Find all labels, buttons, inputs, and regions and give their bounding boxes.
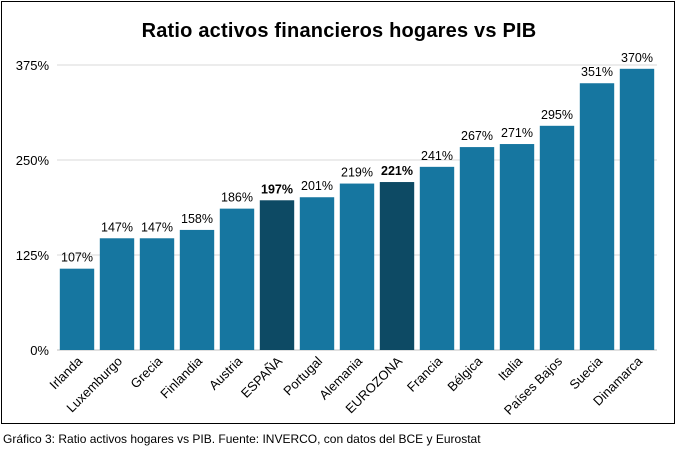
- chart-title: Ratio activos financieros hogares vs PIB: [141, 20, 537, 42]
- bar-eurozona: [379, 182, 415, 350]
- value-label: 158%: [181, 212, 213, 226]
- bar-irlanda: [59, 268, 95, 350]
- y-tick-label: 375%: [16, 58, 50, 73]
- value-label: 267%: [461, 129, 493, 143]
- value-label: 351%: [581, 65, 613, 79]
- bar-bélgica: [459, 147, 495, 350]
- figure-caption: Gráfico 3: Ratio activos hogares vs PIB.…: [3, 432, 481, 446]
- value-label: 197%: [261, 182, 293, 196]
- value-label: 186%: [221, 191, 253, 205]
- value-label: 107%: [61, 251, 93, 265]
- value-label: 221%: [381, 164, 413, 178]
- y-axis-ticks: 0% 125% 250% 375%: [16, 58, 50, 358]
- bar-españa: [259, 200, 295, 350]
- bar-países-bajos: [539, 125, 575, 350]
- bar-suecia: [579, 83, 615, 351]
- bar-alemania: [339, 183, 375, 350]
- bar-finlandia: [179, 229, 215, 350]
- value-label: 295%: [541, 108, 573, 122]
- x-tick-label: Bélgica: [444, 353, 485, 394]
- value-label: 370%: [621, 51, 653, 65]
- value-label: 201%: [301, 179, 333, 193]
- x-tick-label: Irlanda: [46, 353, 85, 392]
- y-tick-label: 125%: [16, 248, 50, 263]
- bar-italia: [499, 144, 535, 350]
- value-label: 219%: [341, 166, 373, 180]
- bars: [59, 68, 655, 351]
- x-tick-label: Grecia: [127, 353, 165, 391]
- x-tick-label: ESPAÑA: [238, 353, 285, 400]
- y-tick-label: 250%: [16, 153, 50, 168]
- bar-luxemburgo: [99, 238, 135, 350]
- value-label: 147%: [141, 220, 173, 234]
- bar-grecia: [139, 238, 175, 350]
- x-tick-label: Italia: [495, 353, 526, 384]
- bar-austria: [219, 208, 255, 350]
- y-tick-label: 0%: [30, 343, 49, 358]
- bar-francia: [419, 166, 455, 350]
- chart-frame: Ratio activos financieros hogares vs PIB…: [1, 1, 675, 424]
- value-label: 271%: [501, 126, 533, 140]
- bar-dinamarca: [619, 68, 655, 351]
- x-tick-label: Finlandia: [157, 353, 205, 401]
- x-tick-label: Suecia: [566, 353, 605, 392]
- value-label: 147%: [101, 220, 133, 234]
- value-labels: 107% 147% 147% 158% 186% 197% 201% 219% 221% 241%…: [61, 51, 653, 265]
- x-tick-label: Francia: [404, 353, 446, 395]
- bar-chart: 0% 125% 250% 375% 107% 147% 147% 158% 186% 197% 2…: [16, 51, 657, 418]
- value-label: 241%: [421, 149, 453, 163]
- bar-portugal: [299, 197, 335, 350]
- x-tick-label: Austria: [206, 353, 246, 393]
